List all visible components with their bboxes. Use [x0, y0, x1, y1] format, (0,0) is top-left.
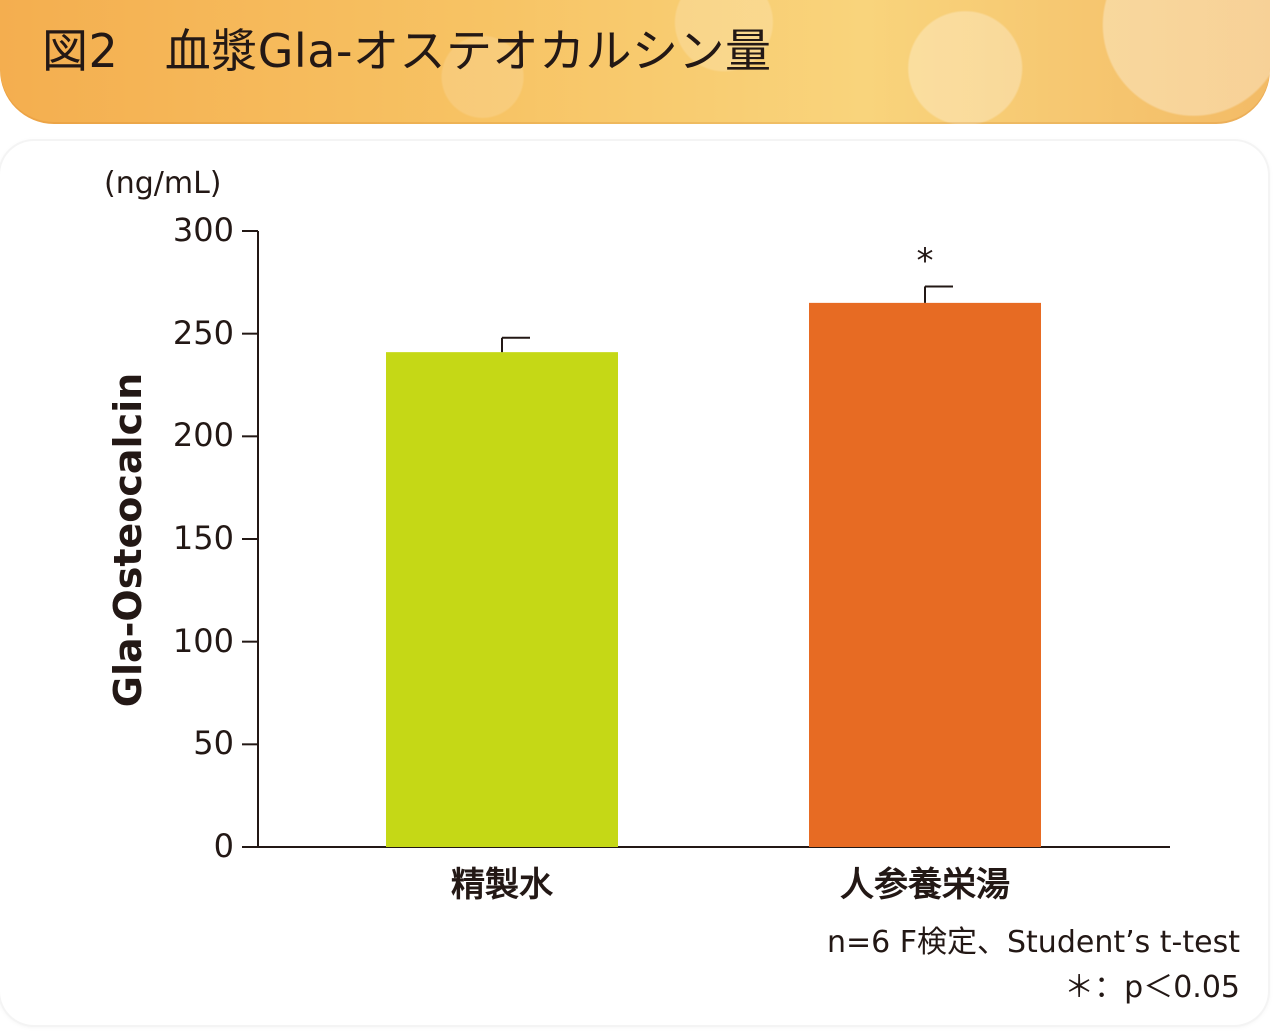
chart-title: 図2 血漿Gla-オステオカルシン量 — [42, 24, 772, 78]
bars-layer — [386, 302, 1041, 847]
chart-panel — [0, 141, 1268, 1025]
category-label: 精製水 — [451, 865, 553, 905]
bar-2 — [809, 302, 1041, 847]
footnote-pvalue: ＊：p＜0.05 — [1064, 970, 1240, 1005]
y-tick-label: 200 — [172, 416, 234, 455]
bar-1 — [386, 352, 618, 847]
y-tick-label: 100 — [172, 621, 234, 660]
y-tick-label: 300 — [172, 211, 234, 249]
y-tick-label: 250 — [172, 313, 234, 352]
title-banner — [0, 0, 1270, 124]
y-tick-label: 0 — [213, 827, 234, 865]
footnote-test: n=6 F検定、Student’s t-test — [826, 925, 1240, 960]
y-tick-label: 150 — [172, 519, 234, 557]
category-label: 人参養栄湯 — [840, 865, 1010, 905]
y-tick-label: 50 — [193, 724, 234, 763]
error-bars-layer — [501, 285, 953, 353]
significance-marker: * — [916, 241, 934, 282]
y-axis-unit: (ng/mL) — [104, 166, 222, 201]
